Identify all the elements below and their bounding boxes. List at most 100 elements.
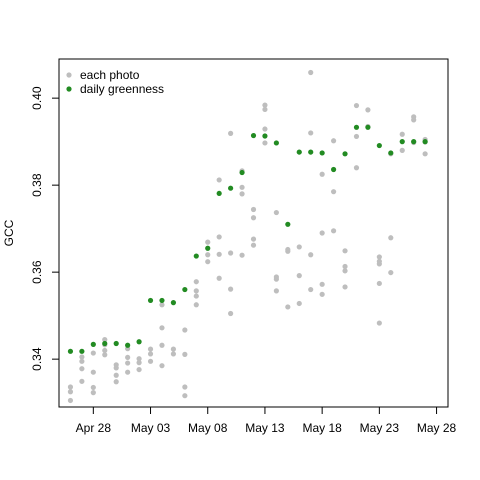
photo-point — [170, 351, 177, 357]
photo-point — [285, 246, 291, 253]
daily-greenness-point — [296, 149, 302, 155]
daily-greenness-point — [67, 348, 74, 354]
photo-point — [262, 106, 268, 113]
photo-point — [147, 346, 154, 352]
photo-point — [90, 390, 96, 396]
photo-point — [125, 354, 131, 361]
photo-point — [79, 354, 85, 360]
y-tick-label: 0.36 — [30, 260, 44, 284]
daily-greenness-point — [90, 341, 96, 347]
photo-point — [239, 252, 245, 258]
photo-point — [147, 351, 154, 357]
photo-point — [296, 244, 302, 250]
photo-point — [319, 230, 325, 236]
daily-greenness-point — [182, 286, 188, 293]
photo-point — [250, 242, 257, 248]
photo-point — [216, 251, 222, 257]
x-tick-label: May 23 — [360, 421, 400, 435]
photo-point — [216, 234, 222, 240]
photo-point — [125, 369, 131, 375]
photo-point — [319, 291, 325, 297]
photo-point — [159, 363, 165, 369]
daily-greenness-point — [308, 149, 314, 155]
daily-greenness-point — [79, 348, 85, 354]
y-axis-title: GCC — [2, 219, 16, 246]
x-tick-label: May 18 — [302, 421, 342, 435]
photo-point — [193, 279, 199, 285]
photo-point — [125, 360, 131, 366]
photo-point — [353, 102, 360, 109]
daily-greenness-point — [399, 139, 405, 145]
photo-point — [250, 215, 257, 221]
daily-greenness-point — [125, 342, 131, 348]
y-tick-label: 0.40 — [30, 86, 44, 110]
photo-point — [90, 350, 96, 356]
photo-point — [193, 288, 199, 294]
daily-greenness-point — [113, 340, 119, 347]
photo-point — [330, 138, 337, 144]
photo-point — [182, 384, 188, 390]
daily-greenness-point — [353, 124, 360, 130]
photo-point — [285, 304, 291, 310]
photo-point — [376, 258, 382, 264]
legend-marker — [66, 72, 72, 78]
daily-greenness-point — [262, 133, 268, 139]
photo-point — [422, 151, 428, 157]
photo-point — [136, 356, 142, 362]
photo-point — [273, 209, 279, 216]
photo-point — [308, 252, 314, 258]
photo-point — [376, 254, 382, 260]
x-tick-label: May 03 — [131, 421, 171, 435]
daily-greenness-point — [342, 151, 348, 157]
daily-greenness-point — [147, 297, 154, 304]
photo-point — [79, 378, 85, 384]
photo-point — [205, 239, 211, 245]
y-tick-label: 0.38 — [30, 173, 44, 197]
x-tick-label: May 08 — [188, 421, 228, 435]
y-axis: 0.34 0.36 0.38 0.40 — [30, 86, 60, 371]
photo-point — [250, 206, 257, 213]
points-layer — [67, 69, 428, 404]
photo-point — [342, 263, 348, 270]
photo-point — [365, 107, 371, 113]
photo-point — [273, 288, 279, 294]
daily-greenness-point — [365, 124, 371, 130]
photo-point — [342, 248, 348, 254]
photo-point — [342, 284, 348, 290]
photo-point — [67, 384, 74, 390]
photo-point — [216, 177, 222, 183]
photo-point — [90, 369, 96, 375]
photo-point — [193, 302, 199, 308]
photo-point — [308, 69, 314, 76]
legend-label: each photo — [80, 68, 140, 82]
photo-point — [376, 280, 382, 287]
photo-point — [262, 102, 268, 108]
daily-greenness-point — [228, 185, 234, 191]
photo-point — [193, 293, 199, 299]
photo-point — [136, 366, 142, 373]
photo-point — [216, 275, 222, 281]
photo-point — [308, 286, 314, 293]
photo-point — [182, 393, 188, 399]
legend-label: daily greenness — [80, 82, 164, 96]
photo-point — [228, 310, 234, 317]
photo-point — [330, 189, 337, 195]
daily-greenness-points — [67, 124, 428, 354]
photo-point — [296, 273, 302, 279]
x-axis: Apr 28 May 03 May 08 May 13 May 18 May 23 May … — [76, 406, 457, 435]
photo-point — [353, 165, 360, 171]
photo-point — [319, 171, 325, 177]
daily-greenness-point — [136, 339, 142, 345]
photo-point — [102, 352, 108, 358]
photo-point — [159, 302, 165, 308]
daily-greenness-point — [422, 139, 428, 145]
daily-greenness-point — [388, 150, 394, 156]
photo-point — [399, 131, 405, 137]
photo-point — [411, 114, 417, 120]
y-tick-label: 0.34 — [30, 347, 44, 371]
photo-point — [342, 268, 348, 274]
photo-point — [388, 235, 394, 241]
daily-greenness-point — [205, 245, 211, 251]
